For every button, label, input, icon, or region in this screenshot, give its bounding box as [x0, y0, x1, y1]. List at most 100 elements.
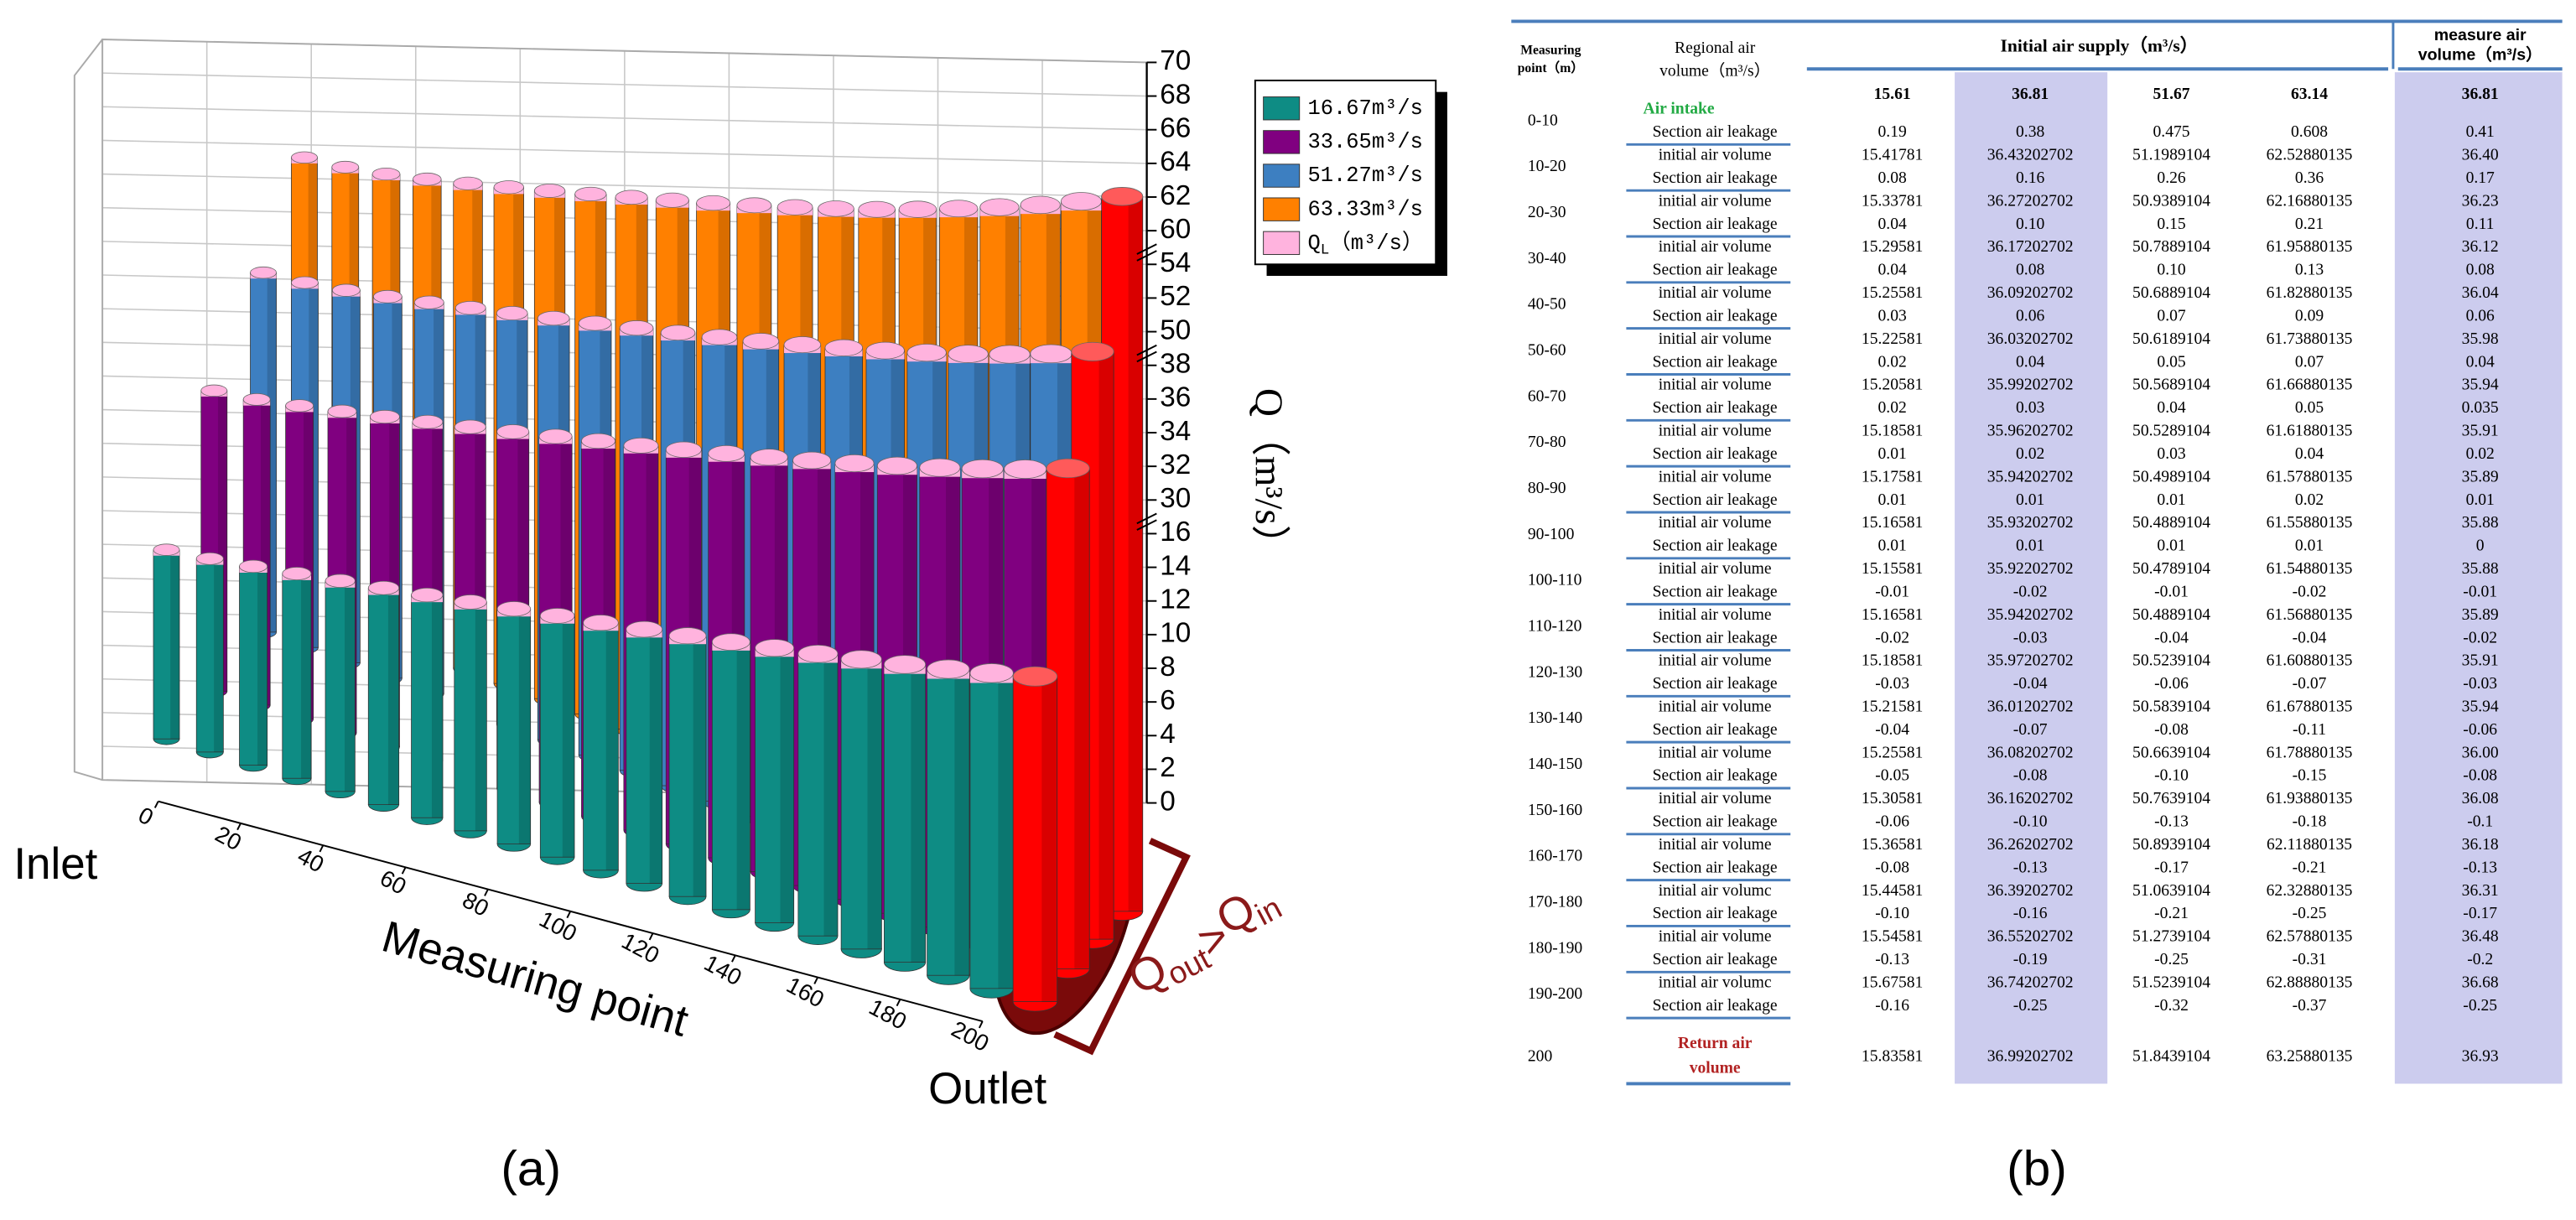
bar-shade [170, 549, 180, 740]
table-cell: 0.04 [2157, 399, 2185, 417]
table-cell: -0.13 [2463, 859, 2497, 876]
table-cell: 0.19 [1878, 123, 1907, 141]
row-label: initial air volume [1659, 698, 1772, 716]
supply-value: 36.81 [2012, 86, 2049, 103]
bar-top [708, 445, 745, 462]
bar-top [792, 451, 832, 470]
table-cell: 0.01 [2157, 491, 2185, 509]
table-cell: 35.93202702 [1987, 514, 2074, 532]
table-cell: 15.41781 [1862, 147, 1923, 164]
row-label: initial air volume [1659, 376, 1772, 394]
legend-label-part: Q [1307, 231, 1320, 256]
bar-top [961, 459, 1004, 479]
bar-top [581, 433, 615, 449]
table-cell: 0.07 [2157, 307, 2185, 324]
bar-top [1046, 458, 1090, 479]
legend-label: 33.65m³/s [1307, 130, 1422, 154]
table-cell: 0.02 [1878, 399, 1907, 417]
table-cell: 36.08202702 [1987, 744, 2074, 761]
bar-top [660, 324, 696, 341]
table-cell: -0.02 [1875, 629, 1909, 646]
x-tick [731, 954, 736, 963]
table-cell: 50.6189104 [2132, 330, 2210, 348]
range-label: 130-140 [1528, 709, 1582, 727]
range-label: 40-50 [1528, 296, 1566, 314]
y-tick-label: 60 [1160, 214, 1191, 245]
bar [1012, 676, 1058, 1002]
x-tick [319, 844, 325, 853]
table-cell: 62.88880135 [2267, 974, 2353, 992]
row-label: initial air volume [1659, 836, 1772, 854]
y-tick-label: 32 [1160, 449, 1191, 480]
table-cell: 35.94 [2462, 698, 2499, 716]
table-cell: 0.21 [2295, 215, 2324, 233]
table-cell: 0.04 [2466, 353, 2495, 371]
bar-shade [823, 653, 839, 937]
y-axis-label: Q（m³/s） [1247, 388, 1291, 564]
bar-shade [1098, 351, 1114, 940]
bar [755, 647, 795, 923]
bar-top [496, 305, 528, 320]
bar-top [834, 454, 875, 473]
bar-top [797, 644, 839, 663]
table-cell: 15.16581 [1862, 606, 1923, 624]
table-cell: -0.04 [2293, 629, 2327, 646]
return-label: Return air [1678, 1035, 1753, 1052]
bar-top [876, 456, 917, 475]
table-cell: 15.20581 [1862, 376, 1923, 394]
table-cell: 0.04 [1878, 215, 1907, 233]
table-cell: 0.01 [2157, 537, 2185, 555]
table-cell: 36.26202702 [1987, 836, 2074, 854]
table-cell: -0.01 [2154, 583, 2189, 600]
bar-top [200, 384, 228, 397]
table-cell: 0.15 [2157, 215, 2185, 233]
table-cell: 0.01 [2016, 537, 2044, 555]
bar-shade [301, 574, 312, 779]
table-cell: 0.09 [2295, 307, 2324, 324]
column-header: volume（m³/s） [2418, 45, 2542, 65]
table-cell: 35.89 [2462, 606, 2499, 624]
row-label: Section air leakage [1653, 491, 1778, 509]
table-cell: 15.83581 [1862, 1048, 1923, 1066]
table-cell: 61.56880135 [2267, 606, 2353, 624]
range-label: 50-60 [1528, 342, 1566, 360]
row-label: Section air leakage [1653, 767, 1778, 785]
table-cell: 51.8439104 [2132, 1048, 2210, 1066]
table-cell: -0.06 [1875, 813, 1909, 831]
table-cell: 61.54880135 [2267, 560, 2353, 578]
table-cell: 61.93880135 [2267, 790, 2353, 807]
table-cell: 36.23 [2462, 192, 2499, 210]
range-label: 30-40 [1528, 250, 1566, 267]
table-cell: 35.88 [2462, 560, 2499, 578]
bar-shade [475, 602, 487, 831]
y-tick-label: 38 [1160, 349, 1191, 380]
x-tick [484, 889, 489, 896]
table-cell: 0.13 [2295, 262, 2324, 279]
row-label: Section air leakage [1653, 353, 1778, 371]
table-cell: -0.17 [2154, 859, 2189, 876]
table-cell: 36.93 [2462, 1048, 2499, 1066]
table-cell: -0.10 [2013, 813, 2048, 831]
table-cell: 61.95880135 [2267, 238, 2353, 256]
bar-top [1071, 341, 1114, 361]
table-cell: -0.13 [2154, 813, 2189, 831]
row-label: Section air leakage [1653, 951, 1778, 968]
range-label: 150-160 [1528, 802, 1582, 819]
table-cell: 36.08 [2462, 790, 2499, 807]
table-cell: 15.29581 [1862, 238, 1923, 256]
table-cell: -0.17 [2463, 905, 2497, 922]
legend-swatch [1263, 130, 1301, 154]
bar-top [755, 639, 795, 657]
table-cell: 35.94202702 [1987, 606, 2074, 624]
table-cell: -0.16 [1875, 997, 1909, 1015]
y-tick-label: 12 [1160, 584, 1191, 615]
range-label: 200 [1528, 1048, 1553, 1066]
supply-value: 15.61 [1874, 86, 1911, 103]
table-cell: 36.48 [2462, 928, 2499, 946]
table-cell: -0.21 [2154, 905, 2189, 922]
table-cell: 0.02 [2466, 445, 2495, 463]
y-tick-label: 16 [1160, 517, 1191, 548]
range-label: 10-20 [1528, 158, 1566, 175]
bar [583, 622, 619, 871]
